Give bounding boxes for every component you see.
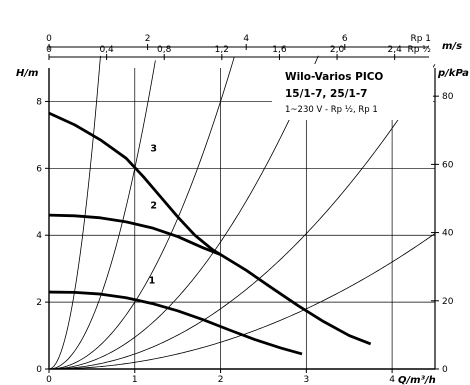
top-rphalf-tick-label-4: 1,6	[272, 45, 287, 55]
x-tick-label-1: 1	[132, 375, 138, 385]
legend-box: Wilo-Varios PICO 15/1-7, 25/1-7 1~230 V …	[272, 64, 433, 120]
system-curve-6	[49, 233, 436, 370]
top-rphalf-tick-label-1: 0,4	[99, 45, 114, 55]
x-tick-label-4: 4	[389, 375, 395, 385]
y-left-tick-label-0: 0	[36, 365, 42, 375]
x-tick-label-2: 2	[218, 375, 224, 385]
top-rphalf-tick-label-2: 0,8	[157, 45, 172, 55]
top-rphalf-tick-label-0: 0	[46, 45, 52, 55]
legend-background	[272, 64, 433, 120]
y-right-tick-label-0: 0	[442, 365, 448, 375]
legend-line-2: 15/1-7, 25/1-7	[285, 88, 367, 100]
x-tick-label-3: 3	[303, 375, 309, 385]
y-left-tick-label-3: 6	[36, 164, 42, 174]
system-curve-1	[48, 55, 101, 370]
pump-curve-2	[48, 213, 222, 256]
x-axis-title: Q/m³/h	[398, 375, 436, 385]
y-left-tick-label-1: 2	[36, 298, 42, 308]
top-rphalf-end-label: Rp ½	[407, 45, 431, 55]
legend-line-1: Wilo-Varios PICO	[285, 71, 383, 83]
curve-label-1: 1	[149, 276, 156, 287]
x-tick-label-0: 0	[46, 375, 52, 385]
top-rp1-end-label: Rp 1	[410, 34, 431, 44]
curve-label-2: 2	[150, 200, 157, 211]
system-curve-5	[48, 64, 436, 370]
y-right-tick-label-4: 80	[442, 92, 454, 102]
y-left-tick-label-2: 4	[36, 231, 42, 241]
top-rphalf-tick-label-3: 1,2	[215, 45, 229, 55]
system-curve-3	[48, 56, 235, 370]
y-right-axis-title: p/kPa	[437, 68, 469, 79]
top-rphalf-tick-label-6: 2,4	[388, 45, 403, 55]
pump-curves: 1 2 3	[48, 111, 372, 356]
top-rphalf-tick-label-5: 2,0	[330, 45, 345, 55]
y-right-tick-label-2: 40	[442, 229, 454, 239]
top-rp1-tick-label-0: 0	[46, 34, 52, 44]
y-left-tick-label-4: 8	[36, 97, 42, 107]
top-axis-unit: m/s	[442, 41, 462, 52]
y-left-axis-title: H/m	[16, 68, 38, 79]
top-rp1-tick-label-3: 6	[342, 34, 348, 44]
system-curve-4	[48, 55, 319, 370]
y-right-tick-label-3: 60	[442, 160, 454, 170]
pump-curve-3	[48, 111, 372, 346]
pump-curve-1	[48, 290, 303, 356]
system-curve-2	[48, 60, 156, 370]
top-rp1-tick-label-1: 2	[145, 34, 151, 44]
legend-line-3: 1~230 V - Rp ½, Rp 1	[285, 105, 378, 115]
curve-label-3: 3	[150, 144, 157, 155]
y-right-tick-label-1: 20	[442, 297, 454, 307]
top-rp1-tick-label-2: 4	[243, 34, 249, 44]
